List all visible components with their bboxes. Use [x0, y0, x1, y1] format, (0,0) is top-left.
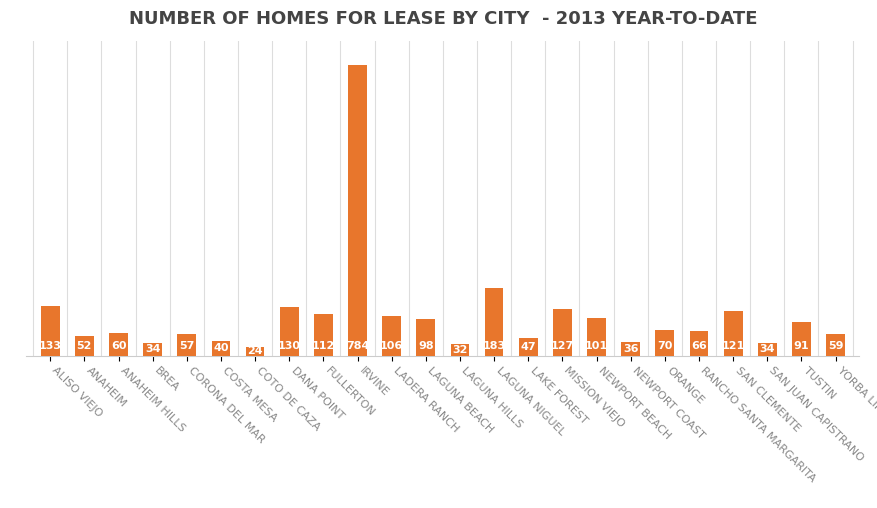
Bar: [41, 306, 60, 356]
Title: NUMBER OF HOMES FOR LEASE BY CITY  - 2013 YEAR-TO-DATE: NUMBER OF HOMES FOR LEASE BY CITY - 2013…: [129, 10, 757, 28]
Text: 24: 24: [247, 346, 263, 356]
Bar: [280, 307, 299, 356]
Text: 106: 106: [380, 341, 403, 352]
Text: 101: 101: [585, 341, 608, 352]
Text: 32: 32: [453, 344, 467, 355]
Bar: [792, 322, 811, 356]
Text: 98: 98: [418, 341, 433, 352]
Bar: [246, 346, 265, 356]
Text: 34: 34: [145, 344, 160, 354]
Bar: [451, 344, 469, 356]
Bar: [314, 314, 332, 356]
Bar: [382, 316, 401, 356]
Text: 40: 40: [213, 343, 229, 353]
Bar: [143, 343, 162, 356]
Bar: [109, 333, 128, 356]
Text: 121: 121: [722, 341, 745, 352]
Bar: [655, 330, 674, 356]
Text: 52: 52: [76, 341, 92, 352]
Bar: [177, 334, 196, 356]
Text: 91: 91: [794, 341, 809, 352]
Text: 47: 47: [520, 342, 536, 352]
Text: 36: 36: [623, 344, 638, 354]
Text: 57: 57: [179, 341, 195, 352]
Text: 66: 66: [691, 341, 707, 352]
Bar: [587, 318, 606, 356]
Bar: [621, 342, 640, 356]
Bar: [211, 341, 231, 356]
Bar: [75, 336, 94, 356]
Bar: [826, 334, 845, 356]
Text: 60: 60: [111, 341, 126, 352]
Text: 130: 130: [278, 341, 301, 352]
Bar: [689, 331, 709, 356]
Text: 127: 127: [551, 341, 574, 352]
Bar: [417, 320, 435, 356]
Bar: [519, 338, 538, 356]
Bar: [348, 65, 367, 356]
Text: 112: 112: [311, 341, 335, 352]
Bar: [758, 343, 777, 356]
Text: 59: 59: [828, 341, 844, 352]
Text: 183: 183: [482, 341, 506, 352]
Text: 70: 70: [657, 341, 673, 352]
Text: 784: 784: [346, 341, 369, 352]
Bar: [724, 311, 743, 356]
Bar: [485, 288, 503, 356]
Text: 34: 34: [759, 344, 775, 354]
Bar: [553, 308, 572, 356]
Text: 133: 133: [39, 341, 61, 352]
